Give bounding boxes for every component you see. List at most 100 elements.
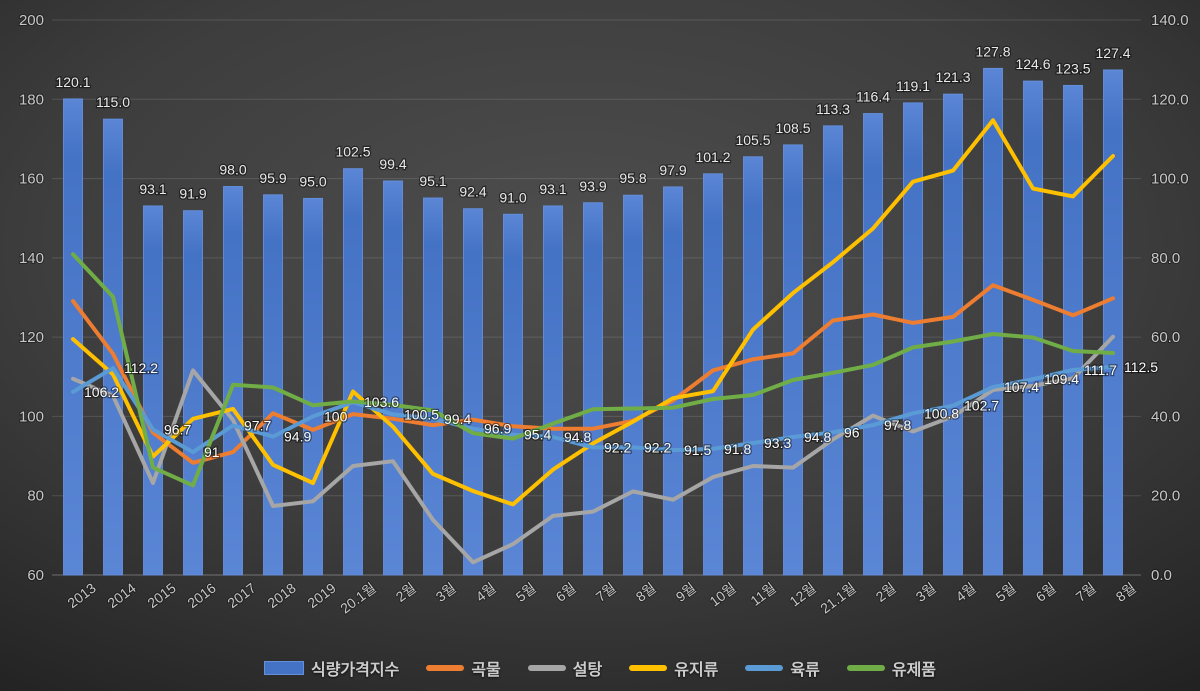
x-axis-label: 3월 bbox=[433, 580, 459, 605]
meat-data-label: 100 bbox=[324, 408, 348, 424]
x-axis-label: 5월 bbox=[513, 580, 539, 605]
x-axis-label: 2014 bbox=[104, 579, 139, 611]
bar-food-price-index bbox=[863, 113, 883, 576]
x-axis-label: 12월 bbox=[786, 580, 818, 610]
series-line-dairy bbox=[71, 252, 1115, 488]
bar-food-price-index bbox=[583, 202, 603, 576]
right-axis-tick-label: 20.0 bbox=[1151, 488, 1180, 505]
x-axis-label: 2017 bbox=[224, 579, 259, 611]
right-axis-ticks: 140.0 120.0 100.0 80.0 60.0 40.0 20.0 0.0 bbox=[1150, 11, 1190, 585]
legend-swatch-dairy bbox=[846, 665, 885, 671]
meat-data-labels: 106.2 112.2 96.7 91 97.7 94.9 100 103.6 100.5 99.… bbox=[83, 358, 1160, 462]
x-axis-label: 7월 bbox=[593, 580, 619, 605]
bar-food-price-index bbox=[543, 205, 563, 576]
meat-data-label: 100.5 bbox=[404, 406, 439, 422]
x-axis-label: 20.1월 bbox=[337, 580, 379, 617]
meat-data-label: 112.5 bbox=[1124, 359, 1158, 375]
meat-data-label: 91.8 bbox=[724, 441, 751, 457]
bar-food-price-index bbox=[383, 180, 403, 576]
legend-swatch-oils bbox=[629, 665, 668, 671]
series-line-grains bbox=[71, 283, 1115, 465]
meat-data-label: 96.9 bbox=[484, 421, 511, 437]
x-axis-label: 11월 bbox=[747, 580, 779, 609]
meat-data-label: 92.2 bbox=[644, 439, 671, 455]
bar-data-label: 95.1 bbox=[419, 173, 446, 189]
bar-data-label: 97.9 bbox=[659, 162, 686, 178]
left-axis-tick-label: 160 bbox=[19, 171, 44, 188]
x-axis-label: 2019 bbox=[304, 579, 339, 611]
bar-data-label: 127.8 bbox=[975, 43, 1010, 59]
x-axis-label: 10월 bbox=[706, 580, 738, 610]
bar-data-label: 98.0 bbox=[219, 162, 246, 178]
meat-data-label: 95.4 bbox=[524, 427, 551, 443]
bar-data-label: 95.8 bbox=[619, 170, 646, 186]
bar-data-label: 108.5 bbox=[775, 120, 810, 136]
meat-data-label: 93.3 bbox=[764, 435, 791, 451]
x-axis-label: 3월 bbox=[913, 580, 939, 605]
bar-food-price-index bbox=[343, 168, 363, 576]
right-axis-tick-label: 0.0 bbox=[1151, 567, 1172, 584]
legend-label-sugar: 설탕 bbox=[572, 662, 603, 679]
right-axis-tick-label: 40.0 bbox=[1151, 408, 1180, 425]
bar-food-price-index bbox=[623, 194, 643, 576]
x-axis-label: 2013 bbox=[64, 579, 99, 611]
right-axis-tick-label: 60.0 bbox=[1151, 329, 1180, 346]
legend-label-food-price-index: 식량가격지수 bbox=[310, 662, 400, 679]
meat-data-label: 91 bbox=[204, 444, 220, 460]
bar-data-label: 120.1 bbox=[55, 74, 90, 90]
right-axis-tick-label: 120.0 bbox=[1151, 91, 1189, 108]
left-axis-tick-label: 80 bbox=[27, 488, 44, 505]
bar-food-price-index bbox=[503, 213, 523, 576]
legend-swatch-grains bbox=[426, 665, 465, 671]
legend-item-sugar: 설탕 bbox=[527, 656, 603, 680]
bar-food-price-index bbox=[663, 186, 683, 576]
left-axis-ticks: 200 180 160 140 120 100 80 60 bbox=[18, 11, 45, 585]
x-axis-label: 7월 bbox=[1073, 580, 1099, 605]
bar-food-price-index bbox=[823, 125, 843, 576]
bar-food-price-index bbox=[743, 156, 763, 576]
bar-food-price-index bbox=[143, 205, 163, 576]
meat-data-label: 109.4 bbox=[1044, 371, 1079, 387]
series-line-meat bbox=[71, 364, 1115, 455]
bar-food-price-index bbox=[303, 197, 323, 576]
meat-data-label: 94.8 bbox=[804, 429, 831, 445]
meat-data-label: 102.7 bbox=[964, 398, 999, 414]
x-axis-label: 4월 bbox=[473, 580, 499, 605]
meat-data-label: 111.7 bbox=[1084, 362, 1117, 378]
bar-data-label: 92.4 bbox=[459, 184, 486, 200]
bar-food-price-index bbox=[1063, 84, 1083, 576]
meat-data-label: 112.2 bbox=[124, 360, 158, 376]
x-axis-label: 21.1월 bbox=[817, 580, 859, 617]
legend-swatch-meat bbox=[745, 665, 784, 671]
bar-food-price-index bbox=[263, 194, 283, 576]
meat-data-label: 103.6 bbox=[364, 394, 399, 410]
x-axis-label: 8월 bbox=[633, 580, 659, 605]
bar-food-price-index bbox=[463, 208, 483, 576]
series-bars-food-price-index bbox=[63, 67, 1123, 576]
bar-data-label: 127.4 bbox=[1095, 45, 1130, 61]
x-axis-label: 9월 bbox=[673, 580, 699, 605]
meat-data-label: 106.2 bbox=[84, 384, 119, 400]
meat-data-label: 96.7 bbox=[164, 422, 191, 438]
bar-food-price-index bbox=[63, 98, 83, 576]
x-axis-label: 2015 bbox=[144, 579, 179, 611]
series-line-sugar bbox=[71, 334, 1115, 565]
x-axis-label: 2월 bbox=[873, 580, 899, 605]
legend-item-meat: 육류 bbox=[745, 656, 820, 680]
bar-data-label: 121.3 bbox=[935, 69, 970, 85]
bar-food-price-index bbox=[1103, 69, 1123, 576]
bar-food-price-index bbox=[943, 93, 963, 576]
bar-data-label: 99.4 bbox=[379, 156, 406, 172]
legend-swatch-sugar bbox=[527, 665, 566, 671]
bar-data-label: 93.1 bbox=[539, 181, 566, 197]
bar-data-label: 124.6 bbox=[1015, 56, 1050, 72]
bar-data-label: 91.9 bbox=[179, 186, 206, 202]
bar-data-label: 116.4 bbox=[856, 89, 890, 105]
meat-data-label: 97.7 bbox=[244, 418, 271, 434]
left-axis-tick-label: 100 bbox=[19, 408, 44, 425]
bar-data-label: 113.3 bbox=[816, 101, 850, 117]
legend-label-oils: 유지류 bbox=[674, 662, 719, 679]
x-axis-label: 8월 bbox=[1113, 580, 1139, 605]
bar-data-label: 95.9 bbox=[259, 170, 286, 186]
